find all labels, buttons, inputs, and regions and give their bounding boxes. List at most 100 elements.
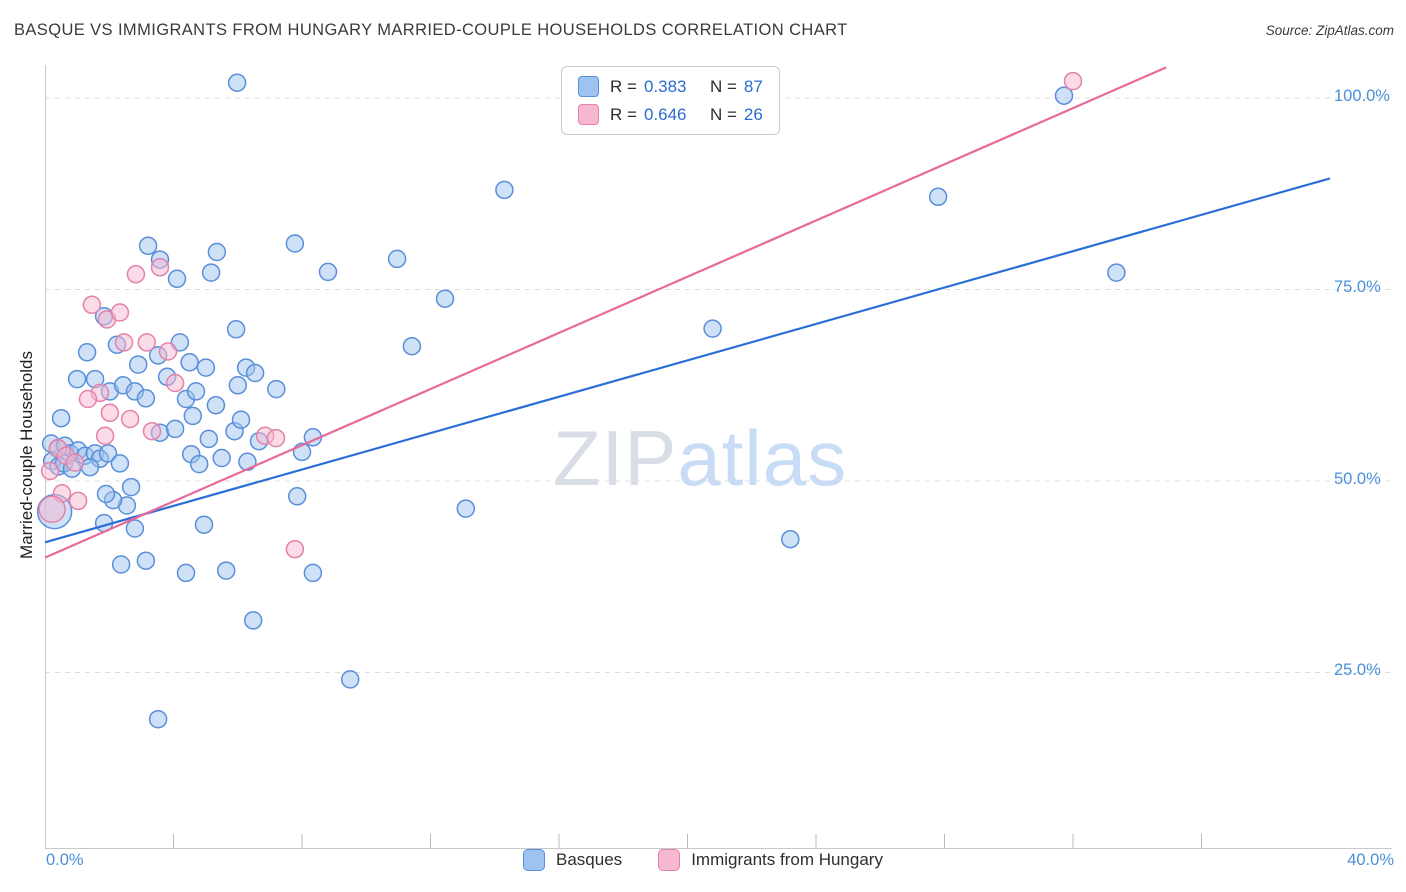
legend-label-basques: Basques [556,850,623,869]
x-axis-min-label: 0.0% [46,851,84,869]
scatter-point-hungary [110,303,130,322]
scatter-point-basques [206,395,226,415]
scatter-point-basques [303,563,323,583]
scatter-point-basques [1054,86,1074,105]
legend-item-basques: Basques [523,849,622,871]
scatter-point-hungary [38,495,66,524]
r-value-basques: 0.383 [643,76,687,96]
scatter-point-basques [703,319,722,338]
scatter-point-hungary [68,491,88,511]
scatter-point-basques [212,448,231,468]
n-label: N = [709,104,737,124]
scatter-point-basques [121,477,141,497]
scatter-point-hungary [150,258,170,277]
scatter-point-hungary [40,461,60,481]
page-title: BASQUE VS IMMIGRANTS FROM HUNGARY MARRIE… [14,21,848,39]
scatter-point-basques [267,379,286,399]
legend-swatch-hungary [578,104,599,125]
bottom-legend: Basques Immigrants from Hungary [0,849,1406,871]
scatter-point-basques [201,263,221,282]
scatter-point-hungary [1063,71,1083,91]
scatter-point-hungary [142,421,162,441]
r-label: R = [610,104,637,124]
scatter-point-hungary [158,342,178,361]
scatter-point-hungary [137,333,157,352]
scatter-point-hungary [126,264,146,284]
scatter-point-hungary [120,409,140,429]
y-tick-label-50: 50.0% [1334,470,1381,488]
scatter-point-basques [165,419,185,439]
scatter-point-basques [928,187,948,207]
scatter-point-basques [243,611,263,630]
source-attribution: Source: ZipAtlas.com [1265,23,1394,38]
scatter-point-basques [138,236,158,256]
scatter-point-basques [136,389,156,408]
scatter-point-basques [51,408,71,428]
scatter-point-basques [196,358,216,377]
scatter-point-basques [287,487,307,506]
scatter-point-hungary [65,453,85,472]
scatter-point-hungary [95,426,115,446]
trend-line-basques [44,177,1331,544]
scatter-point-basques [1107,263,1126,282]
legend-label-hungary: Immigrants from Hungary [691,850,883,869]
scatter-point-basques [318,262,338,282]
scatter-point-basques [216,561,236,580]
scatter-point-basques [128,355,148,374]
legend-row-hungary: R = 0.646 N = 26 [578,104,763,125]
scatter-point-basques [402,336,422,356]
r-label: R = [610,76,637,96]
scatter-point-basques [186,382,206,401]
scatter-point-hungary [266,428,286,448]
scatter-point-basques [111,555,131,574]
scatter-point-basques [167,269,187,289]
scatter-point-hungary [285,539,305,559]
scatter-point-hungary [100,403,120,423]
scatter-point-basques [231,410,251,429]
x-axis-max-label: 40.0% [1347,851,1394,869]
correlation-legend: R = 0.383 N = 87 R = 0.646 N = 26 [561,66,780,135]
legend-swatch-basques [523,849,546,871]
legend-swatch-basques [578,76,599,97]
scatter-point-basques [136,551,156,570]
scatter-point-basques [285,234,305,253]
legend-swatch-hungary [658,849,681,871]
scatter-point-basques [125,519,145,538]
scatter-point-hungary [114,333,134,352]
scatter-point-hungary [165,373,185,393]
scatter-point-basques [180,353,199,372]
scatter-point-basques [781,529,800,549]
scatter-point-basques [98,444,118,463]
scatter-point-basques [207,242,227,262]
scatter-point-basques [77,343,97,362]
scatter-point-basques [148,709,168,729]
y-tick-label-25: 25.0% [1334,661,1381,679]
scatter-point-basques [199,429,219,449]
trend-line-hungary [44,66,1167,559]
n-value-basques: 87 [743,76,763,96]
scatter-point-basques [456,499,476,518]
legend-row-basques: R = 0.383 N = 87 [578,76,763,97]
n-label: N = [709,76,737,96]
scatter-point-hungary [78,389,98,409]
legend-item-hungary: Immigrants from Hungary [658,849,883,871]
scatter-point-basques [245,363,265,383]
scatter-point-basques [96,484,116,504]
r-value-hungary: 0.646 [643,104,687,124]
y-tick-label-75: 75.0% [1334,278,1381,296]
scatter-point-basques [183,406,203,426]
scatter-point-hungary [82,295,102,315]
scatter-point-basques [67,369,87,389]
scatter-point-basques [189,454,209,474]
scatter-point-basques [227,73,247,92]
scatter-point-basques [340,670,360,689]
scatter-point-basques [110,454,130,473]
n-value-hungary: 26 [743,104,763,124]
scatter-point-basques [228,376,248,395]
scatter-point-basques [495,180,514,200]
scatter-point-basques [435,289,455,308]
y-tick-label-100: 100.0% [1334,87,1390,105]
scatter-point-basques [387,249,407,269]
